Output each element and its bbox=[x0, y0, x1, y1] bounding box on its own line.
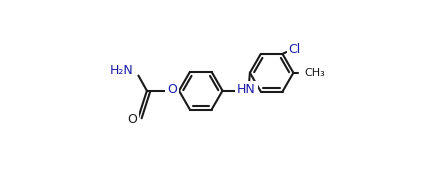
Text: CH₃: CH₃ bbox=[304, 68, 325, 78]
Text: H₂N: H₂N bbox=[110, 64, 134, 77]
Text: Cl: Cl bbox=[289, 43, 301, 56]
Text: HN: HN bbox=[237, 83, 255, 96]
Text: O: O bbox=[167, 83, 178, 96]
Text: O: O bbox=[127, 113, 137, 125]
